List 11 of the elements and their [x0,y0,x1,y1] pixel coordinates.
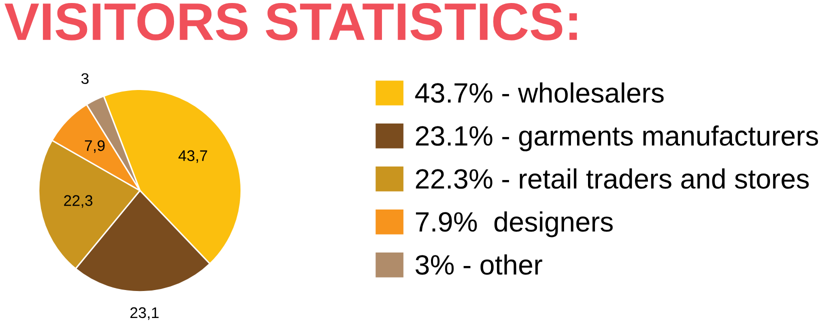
data-label: 23,1 [130,307,159,320]
data-label: 3 [81,73,89,84]
chart-title: VISITORS STATISTICS: [4,3,577,40]
legend-label: 43.7% - wholesalers [415,82,664,103]
legend-label: 22.3% - retail traders and stores [416,168,809,189]
legend-label: 3% - other [416,254,542,275]
legend-label: 23.1% - garments manufacturers [416,125,818,152]
legend-label: 7.9% designers [416,211,613,238]
data-label: 7,9 [84,140,105,153]
data-label: 22,3 [64,195,92,208]
data-label: 43,7 [178,150,208,163]
